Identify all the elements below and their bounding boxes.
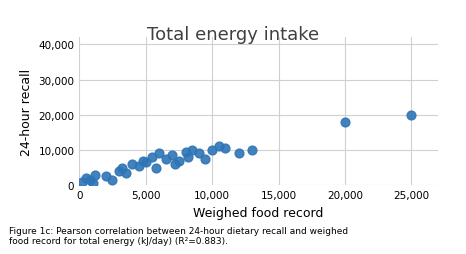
- Point: [82, 176, 89, 180]
- Point: [86, 178, 94, 182]
- Point: [142, 161, 150, 165]
- Point: [222, 147, 229, 151]
- Point: [341, 120, 349, 124]
- Point: [152, 166, 160, 170]
- Point: [215, 145, 222, 149]
- Point: [182, 150, 189, 154]
- Point: [89, 182, 96, 186]
- Point: [169, 154, 176, 158]
- Point: [149, 155, 156, 160]
- Point: [129, 162, 136, 166]
- Point: [116, 169, 123, 173]
- Point: [171, 162, 178, 166]
- Point: [109, 178, 116, 182]
- Point: [248, 148, 256, 152]
- Text: Figure 1c: Pearson correlation between 24-hour dietary recall and weighed
food r: Figure 1c: Pearson correlation between 2…: [9, 226, 349, 245]
- Point: [102, 174, 110, 179]
- Point: [162, 157, 169, 161]
- Point: [175, 159, 183, 163]
- Point: [78, 180, 86, 184]
- Point: [155, 152, 163, 156]
- Point: [118, 166, 125, 170]
- Point: [185, 155, 192, 160]
- Point: [208, 148, 216, 152]
- Point: [202, 157, 209, 161]
- Point: [135, 164, 143, 168]
- Point: [195, 152, 203, 156]
- Point: [139, 159, 147, 163]
- Y-axis label: 24-hour recall: 24-hour recall: [20, 68, 33, 155]
- Point: [235, 152, 242, 156]
- Text: Total energy intake: Total energy intake: [147, 25, 319, 43]
- Point: [408, 113, 415, 117]
- Point: [188, 148, 196, 152]
- Point: [91, 173, 99, 177]
- Point: [122, 171, 130, 175]
- X-axis label: Weighed food record: Weighed food record: [193, 206, 324, 219]
